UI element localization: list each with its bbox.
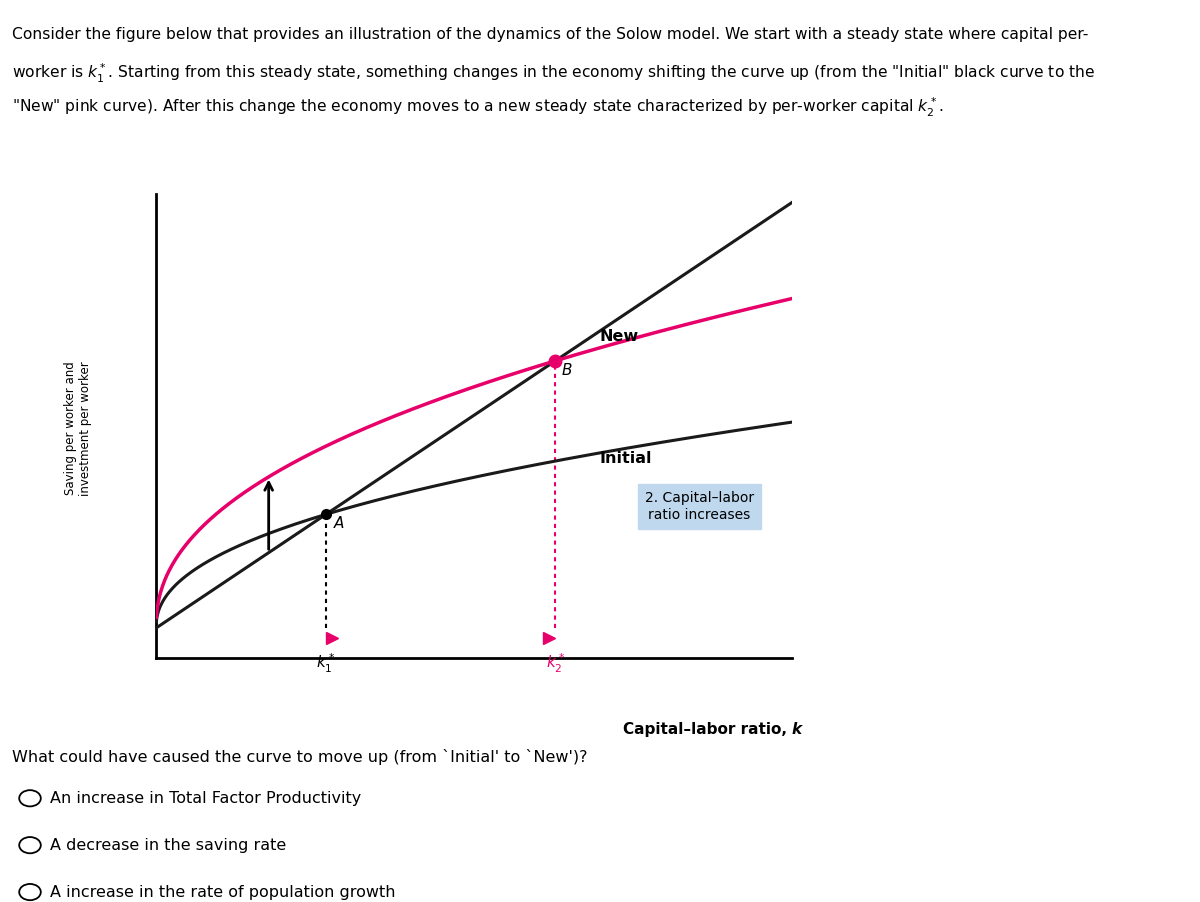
Text: New: New <box>600 329 640 344</box>
Text: Consider the figure below that provides an illustration of the dynamics of the S: Consider the figure below that provides … <box>12 27 1088 42</box>
Text: A increase in the rate of population growth: A increase in the rate of population gro… <box>50 885 396 899</box>
Text: An increase in Total Factor Productivity: An increase in Total Factor Productivity <box>50 791 361 805</box>
Text: Initial: Initial <box>600 451 653 466</box>
Text: $k_2^*$: $k_2^*$ <box>546 652 565 676</box>
Text: What could have caused the curve to move up (from `Initial' to `New')?: What could have caused the curve to move… <box>12 749 588 765</box>
Text: 2. Capital–labor
ratio increases: 2. Capital–labor ratio increases <box>644 492 754 521</box>
Text: "New" pink curve). After this change the economy moves to a new steady state cha: "New" pink curve). After this change the… <box>12 96 943 119</box>
Text: A: A <box>334 517 344 531</box>
Text: A decrease in the saving rate: A decrease in the saving rate <box>50 838 287 852</box>
Text: k: k <box>792 722 802 737</box>
Text: worker is $k_1^*$. Starting from this steady state, something changes in the eco: worker is $k_1^*$. Starting from this st… <box>12 61 1096 85</box>
Text: $k_1^*$: $k_1^*$ <box>317 652 336 676</box>
Text: Saving per worker and
investment per worker: Saving per worker and investment per wor… <box>64 361 92 496</box>
Text: B: B <box>562 363 572 378</box>
Text: Capital–labor ratio,: Capital–labor ratio, <box>623 722 792 737</box>
